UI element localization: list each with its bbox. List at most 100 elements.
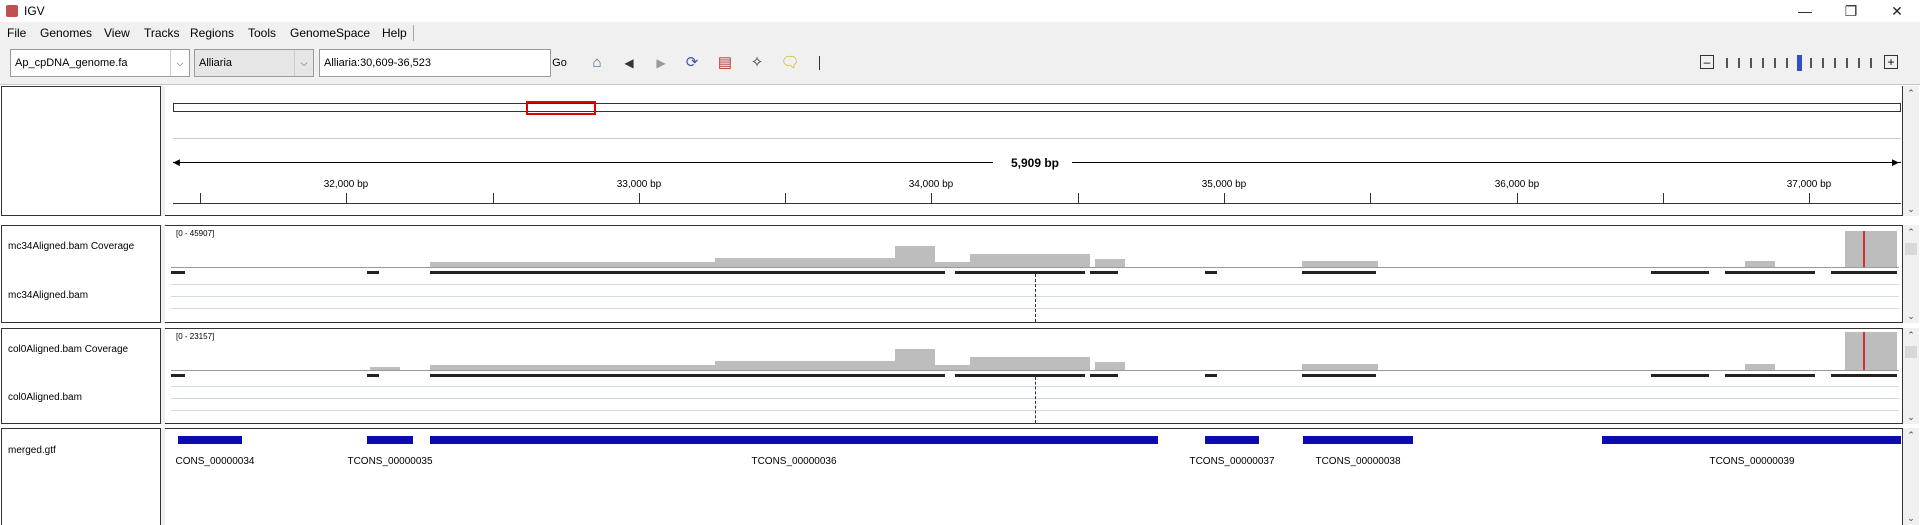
- home-icon[interactable]: ⌂: [592, 54, 602, 71]
- forward-icon[interactable]: ▶: [656, 56, 666, 70]
- zoom-tick[interactable]: [1750, 58, 1752, 68]
- alignment-track-name[interactable]: mc34Aligned.bam: [8, 290, 89, 301]
- read-bar[interactable]: [430, 271, 945, 274]
- menu-file[interactable]: File: [7, 26, 27, 40]
- panel-divider[interactable]: [161, 428, 165, 525]
- chromosome-dropdown[interactable]: Alliaria ⌵: [194, 49, 314, 77]
- alignment-track-name[interactable]: col0Aligned.bam: [8, 392, 82, 403]
- header-separator: [173, 138, 1901, 139]
- coverage-peak: [1845, 332, 1897, 370]
- read-bar[interactable]: [1831, 271, 1897, 274]
- track-data-panel-2: [0 - 23157]: [165, 328, 1903, 424]
- zoom-tick[interactable]: [1762, 58, 1764, 68]
- read-bar[interactable]: [171, 374, 185, 377]
- gene-feature[interactable]: [367, 436, 413, 444]
- zoom-tick[interactable]: [1810, 58, 1812, 68]
- scroll-up-icon[interactable]: ⌃: [1907, 430, 1915, 440]
- read-bar[interactable]: [1205, 374, 1217, 377]
- zoom-tick[interactable]: [1786, 58, 1788, 68]
- read-bar[interactable]: [955, 271, 1085, 274]
- coverage-baseline: [171, 370, 1899, 371]
- read-bar[interactable]: [367, 271, 379, 274]
- go-button[interactable]: Go: [552, 57, 567, 69]
- coverage-peak: [895, 246, 935, 267]
- read-bar[interactable]: [1725, 271, 1815, 274]
- ruler-tick-label: 37,000 bp: [1786, 179, 1832, 190]
- menu-genomes[interactable]: Genomes: [40, 26, 93, 40]
- zoom-tick[interactable]: [1870, 58, 1872, 68]
- coverage-track-name[interactable]: mc34Aligned.bam Coverage: [8, 241, 135, 252]
- scroll-down-icon[interactable]: ⌄: [1907, 204, 1915, 214]
- read-bar[interactable]: [430, 374, 945, 377]
- ruler-axis: [173, 203, 1901, 204]
- scroll-up-icon[interactable]: ⌃: [1907, 330, 1915, 340]
- zoom-tick[interactable]: [1822, 58, 1824, 68]
- read-bar[interactable]: [1205, 271, 1217, 274]
- track-scrollbar-2[interactable]: ⌃ ⌄: [1903, 328, 1919, 424]
- refresh-icon[interactable]: ⟳: [685, 54, 699, 71]
- read-bar[interactable]: [1651, 271, 1709, 274]
- zoom-tick[interactable]: [1774, 58, 1776, 68]
- read-bar[interactable]: [1090, 374, 1118, 377]
- gene-feature[interactable]: [1205, 436, 1259, 444]
- feature-scrollbar[interactable]: ⌃ ⌄: [1903, 428, 1919, 525]
- minimize-icon[interactable]: —: [1798, 3, 1812, 19]
- read-bar[interactable]: [955, 374, 1085, 377]
- scroll-up-icon[interactable]: ⌃: [1907, 227, 1915, 237]
- zoom-out-icon[interactable]: –: [1700, 55, 1714, 69]
- gene-feature[interactable]: [1602, 436, 1901, 444]
- menu-regions[interactable]: Regions: [190, 26, 235, 40]
- scroll-down-icon[interactable]: ⌄: [1907, 513, 1915, 523]
- read-bar[interactable]: [171, 271, 185, 274]
- zoom-in-icon[interactable]: +: [1884, 55, 1898, 69]
- scroll-down-icon[interactable]: ⌄: [1907, 311, 1915, 321]
- restore-icon[interactable]: ❐: [1844, 3, 1858, 19]
- zoom-tick[interactable]: [1858, 58, 1860, 68]
- menu-tracks[interactable]: Tracks: [144, 26, 180, 40]
- popup-info-icon[interactable]: 🗨: [780, 54, 800, 71]
- annotation-track-name[interactable]: merged.gtf: [8, 445, 56, 456]
- zoom-tick[interactable]: [1726, 58, 1728, 68]
- back-icon[interactable]: ◀: [624, 56, 634, 70]
- scroll-thumb[interactable]: [1905, 346, 1917, 358]
- scroll-down-icon[interactable]: ⌄: [1907, 412, 1915, 422]
- scroll-thumb[interactable]: [1905, 243, 1917, 255]
- read-bar[interactable]: [1651, 374, 1709, 377]
- menu-help[interactable]: Help: [382, 26, 407, 40]
- menu-tools[interactable]: Tools: [248, 26, 277, 40]
- gene-feature[interactable]: [430, 436, 1158, 444]
- resize-icon[interactable]: ✧: [750, 54, 764, 71]
- genome-dropdown[interactable]: Ap_cpDNA_genome.fa ⌵: [10, 49, 190, 77]
- menu-genomespace[interactable]: GenomeSpace: [290, 26, 371, 40]
- header-scrollbar[interactable]: ⌃ ⌄: [1903, 86, 1919, 216]
- span-arrow-left-icon: ◀: [173, 157, 180, 167]
- gene-feature[interactable]: [1303, 436, 1413, 444]
- track-data-panel-1: [0 - 45907]: [165, 225, 1903, 323]
- panel-divider[interactable]: [161, 86, 165, 216]
- read-bar[interactable]: [1831, 374, 1897, 377]
- scroll-up-icon[interactable]: ⌃: [1907, 88, 1915, 98]
- menu-view[interactable]: View: [104, 26, 130, 40]
- track-scrollbar-1[interactable]: ⌃ ⌄: [1903, 225, 1919, 323]
- current-region-box[interactable]: [526, 101, 596, 115]
- panel-divider[interactable]: [161, 225, 165, 323]
- zoom-tick[interactable]: [1738, 58, 1740, 68]
- zoom-tick[interactable]: [1846, 58, 1848, 68]
- roi-icon[interactable]: ▤: [717, 54, 733, 71]
- read-bar[interactable]: [1302, 374, 1376, 377]
- locus-search-input[interactable]: Alliaria:30,609-36,523: [319, 49, 551, 77]
- coverage-track-name[interactable]: col0Aligned.bam Coverage: [8, 344, 129, 355]
- read-bar[interactable]: [1302, 271, 1376, 274]
- read-bar[interactable]: [1725, 374, 1815, 377]
- variant-mark: [1863, 231, 1865, 267]
- ruler-tick-label: 35,000 bp: [1201, 179, 1247, 190]
- read-bar[interactable]: [367, 374, 379, 377]
- chromosome-ideogram[interactable]: [173, 103, 1901, 112]
- read-bar[interactable]: [1090, 271, 1118, 274]
- feature-label: TCONS_00000039: [1709, 456, 1795, 467]
- zoom-current-level[interactable]: [1797, 55, 1802, 71]
- close-icon[interactable]: ✕: [1891, 3, 1903, 19]
- zoom-tick[interactable]: [1834, 58, 1836, 68]
- gene-feature[interactable]: [178, 436, 242, 444]
- panel-divider[interactable]: [161, 328, 165, 424]
